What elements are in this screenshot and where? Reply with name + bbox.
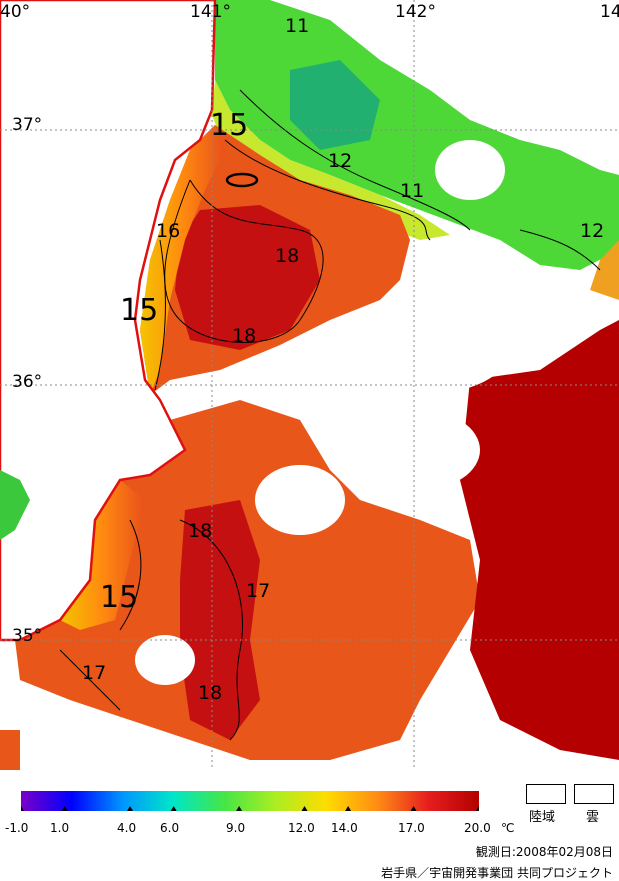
cool-water-patch bbox=[290, 60, 380, 150]
isotherm-label: 18 bbox=[198, 682, 223, 704]
far-east-warm bbox=[460, 320, 619, 760]
lon-label: 142° bbox=[395, 2, 436, 22]
isotherm-ring bbox=[225, 172, 259, 188]
lon-label: 14 bbox=[600, 2, 619, 22]
lat-label: 36° bbox=[12, 372, 43, 392]
isotherm-label: 16 bbox=[156, 220, 181, 242]
isotherm-label: 11 bbox=[285, 15, 310, 37]
colorbar-tick-mark bbox=[345, 806, 352, 811]
warm-core-south bbox=[180, 500, 260, 740]
credit-line: 岩手県／宇宙開発事業団 共同プロジェクト bbox=[381, 866, 613, 880]
sst-map bbox=[0, 0, 619, 770]
colorbar-tick-mark bbox=[61, 806, 68, 811]
cloud-patch bbox=[135, 635, 195, 685]
colorbar-tick: -1.0 bbox=[5, 821, 29, 835]
isotherm-label: 15 bbox=[100, 580, 139, 615]
cool-water-east bbox=[590, 240, 619, 300]
cloud-patch bbox=[255, 465, 345, 535]
isotherm-label: 18 bbox=[275, 245, 300, 267]
isotherm-label: 12 bbox=[328, 150, 353, 172]
warm-core-north bbox=[175, 205, 320, 350]
coastal-band-north bbox=[140, 125, 225, 395]
isotherm-label: 17 bbox=[246, 580, 271, 602]
colorbar-tick-mark bbox=[476, 806, 479, 811]
cloud-legend-label: 雲 bbox=[586, 810, 600, 825]
graticule bbox=[0, 0, 619, 770]
cloud-swatch bbox=[574, 784, 614, 804]
lat-label: 37° bbox=[12, 115, 43, 135]
colorbar-tick: 14.0 bbox=[331, 821, 358, 835]
isotherm-label: 17 bbox=[82, 662, 107, 684]
land-peninsula bbox=[0, 470, 30, 540]
land-swatch bbox=[526, 784, 566, 804]
lat-label: 35° bbox=[12, 626, 43, 646]
cloud-patch bbox=[435, 140, 505, 200]
lon-label: 141° bbox=[190, 2, 231, 22]
colorbar-tick-mark bbox=[410, 806, 417, 811]
observation-date: 観測日:2008年02月08日 bbox=[475, 845, 613, 859]
isotherm-label: 15 bbox=[120, 293, 159, 328]
colorbar-tick-mark bbox=[301, 806, 308, 811]
colorbar-tick: 4.0 bbox=[117, 821, 137, 835]
isotherm-label: 12 bbox=[580, 220, 605, 242]
isotherm-label: 18 bbox=[232, 325, 257, 347]
land bbox=[0, 0, 217, 642]
colorbar-unit: ℃ bbox=[501, 821, 515, 835]
temperature-colorbar bbox=[21, 791, 479, 811]
lon-label: 40° bbox=[0, 2, 31, 22]
land-legend-label: 陸域 bbox=[529, 810, 556, 825]
colorbar-tick: 6.0 bbox=[160, 821, 180, 835]
land-south bbox=[0, 730, 20, 770]
isotherm-label: 11 bbox=[400, 180, 425, 202]
cloud-patch bbox=[360, 410, 480, 490]
isotherm-label: 15 bbox=[210, 108, 249, 143]
colorbar-tick: 9.0 bbox=[226, 821, 246, 835]
colorbar-tick-mark bbox=[127, 806, 134, 811]
colorbar-tick: 20.0 bbox=[464, 821, 491, 835]
isotherm-lines bbox=[59, 89, 601, 741]
colorbar-tick-mark bbox=[170, 806, 177, 811]
cloud-patch bbox=[330, 305, 510, 395]
colorbar-tick: 1.0 bbox=[50, 821, 70, 835]
isotherm-label: 18 bbox=[188, 520, 213, 542]
colorbar-tick-mark bbox=[21, 806, 24, 811]
colorbar-tick-mark bbox=[236, 806, 243, 811]
colorbar-tick: 17.0 bbox=[398, 821, 425, 835]
colorbar-tick: 12.0 bbox=[288, 821, 315, 835]
